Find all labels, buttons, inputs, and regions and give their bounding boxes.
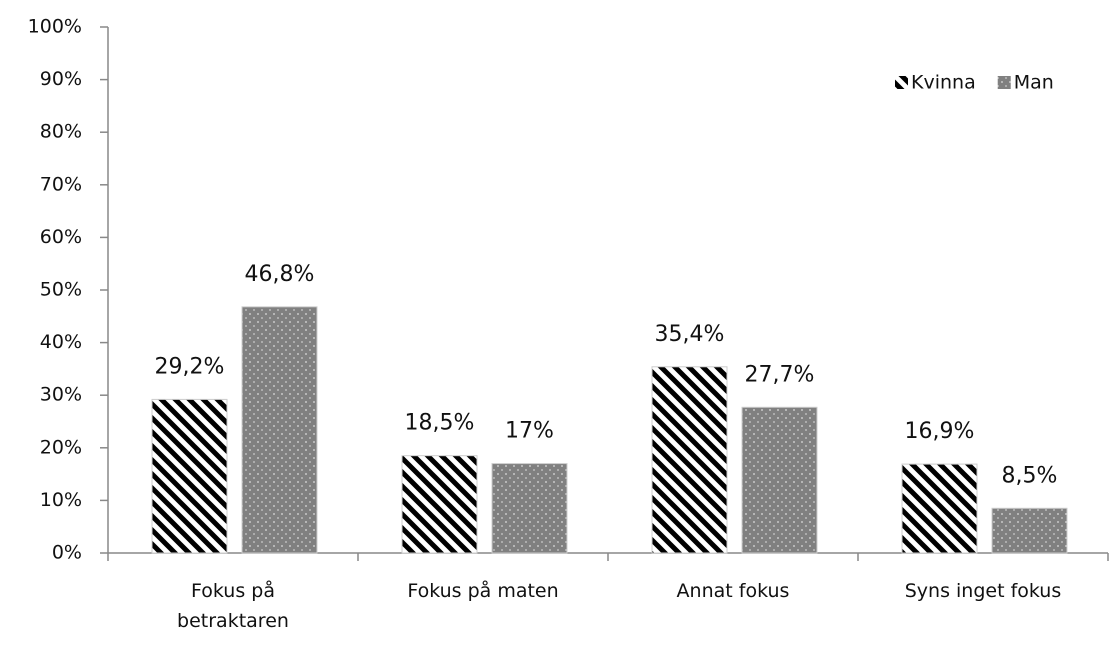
legend-swatch bbox=[895, 76, 908, 89]
bar bbox=[491, 463, 568, 554]
legend-label: Kvinna bbox=[911, 72, 976, 94]
data-label: 16,9% bbox=[905, 419, 975, 444]
legend-label: Man bbox=[1014, 72, 1054, 94]
bar bbox=[241, 306, 318, 554]
data-label: 29,2% bbox=[155, 354, 225, 379]
bar bbox=[651, 366, 728, 554]
data-label: 8,5% bbox=[1002, 463, 1058, 488]
x-tick-label: Fokus på betraktaren bbox=[177, 580, 289, 632]
bar bbox=[741, 406, 818, 554]
x-tick-label: Fokus på maten bbox=[407, 580, 559, 602]
legend-swatch bbox=[997, 76, 1011, 89]
bar bbox=[401, 455, 478, 554]
bar bbox=[991, 507, 1068, 554]
y-tick-label: 30% bbox=[40, 384, 82, 406]
y-tick-label: 10% bbox=[40, 489, 82, 511]
y-tick-label: 40% bbox=[40, 331, 82, 353]
data-label: 46,8% bbox=[245, 262, 315, 287]
y-tick-label: 80% bbox=[40, 121, 82, 143]
data-label: 17% bbox=[505, 419, 554, 444]
x-tick-label: Annat fokus bbox=[676, 580, 790, 602]
bar bbox=[151, 398, 228, 554]
y-tick-label: 0% bbox=[52, 542, 82, 564]
bar bbox=[901, 463, 978, 554]
y-tick-label: 60% bbox=[40, 226, 82, 248]
x-tick-label: Syns inget fokus bbox=[904, 580, 1062, 602]
y-tick-label: 90% bbox=[40, 68, 82, 90]
data-label: 27,7% bbox=[745, 362, 815, 387]
y-tick-label: 50% bbox=[40, 279, 82, 301]
y-tick-label: 100% bbox=[28, 16, 82, 38]
data-label: 35,4% bbox=[655, 322, 725, 347]
y-tick-label: 70% bbox=[40, 173, 82, 195]
y-tick-label: 20% bbox=[40, 436, 82, 458]
data-label: 18,5% bbox=[405, 411, 475, 436]
